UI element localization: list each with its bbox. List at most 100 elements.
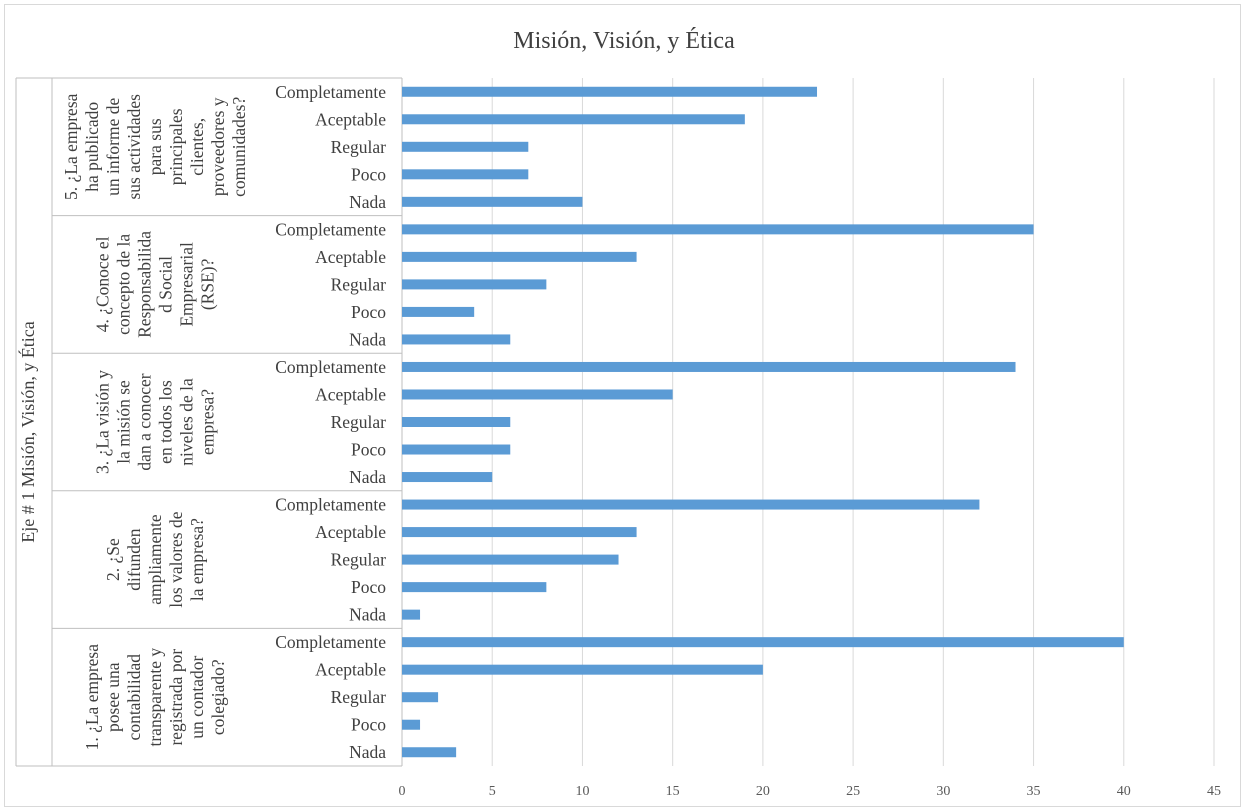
x-tick-label: 35 <box>1027 784 1041 799</box>
group-label-line: comunidades? <box>229 97 249 197</box>
category-label: Completamente <box>275 495 386 515</box>
group-label-line: contabilidad <box>124 654 144 741</box>
x-tick-label: 45 <box>1207 784 1221 799</box>
group-dividers <box>15 77 402 767</box>
category-label: Poco <box>351 302 386 322</box>
bar <box>402 86 818 97</box>
x-tick-label: 20 <box>756 784 770 799</box>
category-label: Regular <box>331 274 387 294</box>
group-label-line: clientes, <box>187 118 207 176</box>
category-label: Poco <box>351 715 386 735</box>
group-label: 5. ¿La empresaha publicadoun informe des… <box>61 93 249 200</box>
group-label: 2. ¿Sedifundenampliamentelos valores del… <box>103 511 207 607</box>
group-label-line: Responsabilida <box>135 231 155 338</box>
group-label-line: d Social <box>156 256 176 313</box>
x-tick-label: 25 <box>846 784 860 799</box>
group-label-line: difunden <box>124 528 144 590</box>
group-label-line: 3. ¿La visión y <box>93 370 113 474</box>
category-label: Nada <box>349 467 386 487</box>
group-label-line: 5. ¿La empresa <box>61 93 81 200</box>
bar <box>402 224 1034 235</box>
bar <box>402 692 439 703</box>
bar <box>402 499 980 510</box>
group-label-line: transparente y <box>145 648 165 747</box>
bar <box>402 169 529 180</box>
category-labels: Completamente Aceptable Regular Poco Nada Com… <box>275 82 386 762</box>
bar <box>402 361 1016 372</box>
group-label-line: niveles de la <box>177 378 197 466</box>
outer-axis-label: Eje # 1 Misión, Visión, y Ética <box>17 321 38 543</box>
group-label-line: concepto de la <box>114 234 134 335</box>
group-label-line: colegiado? <box>208 659 228 735</box>
category-label: Completamente <box>275 219 386 239</box>
bar <box>402 444 511 455</box>
bar <box>402 196 583 207</box>
category-label: Aceptable <box>315 247 386 267</box>
chart-title: Misión, Visión, y Ética <box>513 28 735 54</box>
category-label: Regular <box>331 412 387 432</box>
x-tick-label: 30 <box>936 784 950 799</box>
group-label-line: registrada por <box>166 649 186 746</box>
bars <box>402 86 1124 758</box>
category-label: Aceptable <box>315 660 386 680</box>
category-label: Completamente <box>275 82 386 102</box>
group-label-line: sus actividades <box>124 94 144 200</box>
x-tick-label: 15 <box>666 784 680 799</box>
bar <box>402 719 421 730</box>
category-label: Nada <box>349 742 386 762</box>
group-label-line: empresa? <box>198 389 218 455</box>
group-label-line: 1. ¿La empresa <box>82 644 102 751</box>
bar <box>402 114 745 125</box>
group-label-line: 4. ¿Conoce el <box>93 236 113 332</box>
category-label: Poco <box>351 577 386 597</box>
x-tick-label: 5 <box>489 784 496 799</box>
category-label: Nada <box>349 192 386 212</box>
group-labels: 5. ¿La empresaha publicadoun informe des… <box>61 93 249 750</box>
bar <box>402 251 637 262</box>
x-tick-label: 0 <box>399 784 406 799</box>
group-label-line: (RSE)? <box>198 258 218 310</box>
category-label: Poco <box>351 164 386 184</box>
x-axis-ticks: 0 5 10 15 20 25 30 35 40 45 <box>399 784 1222 799</box>
x-tick-label: 10 <box>575 784 589 799</box>
group-label-line: la misión se <box>114 380 134 464</box>
gridlines <box>401 78 1215 766</box>
bar <box>402 279 547 290</box>
category-label: Regular <box>331 137 387 157</box>
group-label: 1. ¿La empresaposee unacontabilidadtrans… <box>82 644 228 751</box>
group-label-line: un informe de <box>103 97 123 195</box>
bar <box>402 141 529 152</box>
category-label: Regular <box>331 550 387 570</box>
group-label-line: un contador <box>187 655 207 738</box>
group-label-line: ampliamente <box>145 514 165 605</box>
bar <box>402 306 475 317</box>
group-label-line: Empresarial <box>177 242 197 327</box>
bar <box>402 747 457 758</box>
group-label-line: principales <box>166 108 186 185</box>
category-label: Aceptable <box>315 384 386 404</box>
bar <box>402 637 1124 648</box>
group-label-line: posee una <box>103 662 123 732</box>
group-label-line: los valores de <box>166 511 186 607</box>
category-label: Completamente <box>275 357 386 377</box>
group-label-line: la empresa? <box>187 518 207 601</box>
bar <box>402 664 763 675</box>
category-label: Nada <box>349 329 386 349</box>
x-tick-label: 40 <box>1117 784 1131 799</box>
group-label-line: proveedores y <box>208 97 228 196</box>
bar <box>402 527 637 538</box>
group-label: 4. ¿Conoce elconcepto de laResponsabilid… <box>93 231 218 338</box>
group-label: 3. ¿La visión yla misión sedan a conocer… <box>93 370 218 474</box>
group-label-line: en todos los <box>156 380 176 464</box>
bar <box>402 334 511 345</box>
category-label: Completamente <box>275 632 386 652</box>
group-label-line: para sus <box>145 118 165 175</box>
bar <box>402 472 493 483</box>
bar <box>402 554 619 565</box>
category-label: Nada <box>349 605 386 625</box>
bar <box>402 582 547 593</box>
bar <box>402 389 673 400</box>
group-label-line: dan a conocer <box>135 373 155 470</box>
